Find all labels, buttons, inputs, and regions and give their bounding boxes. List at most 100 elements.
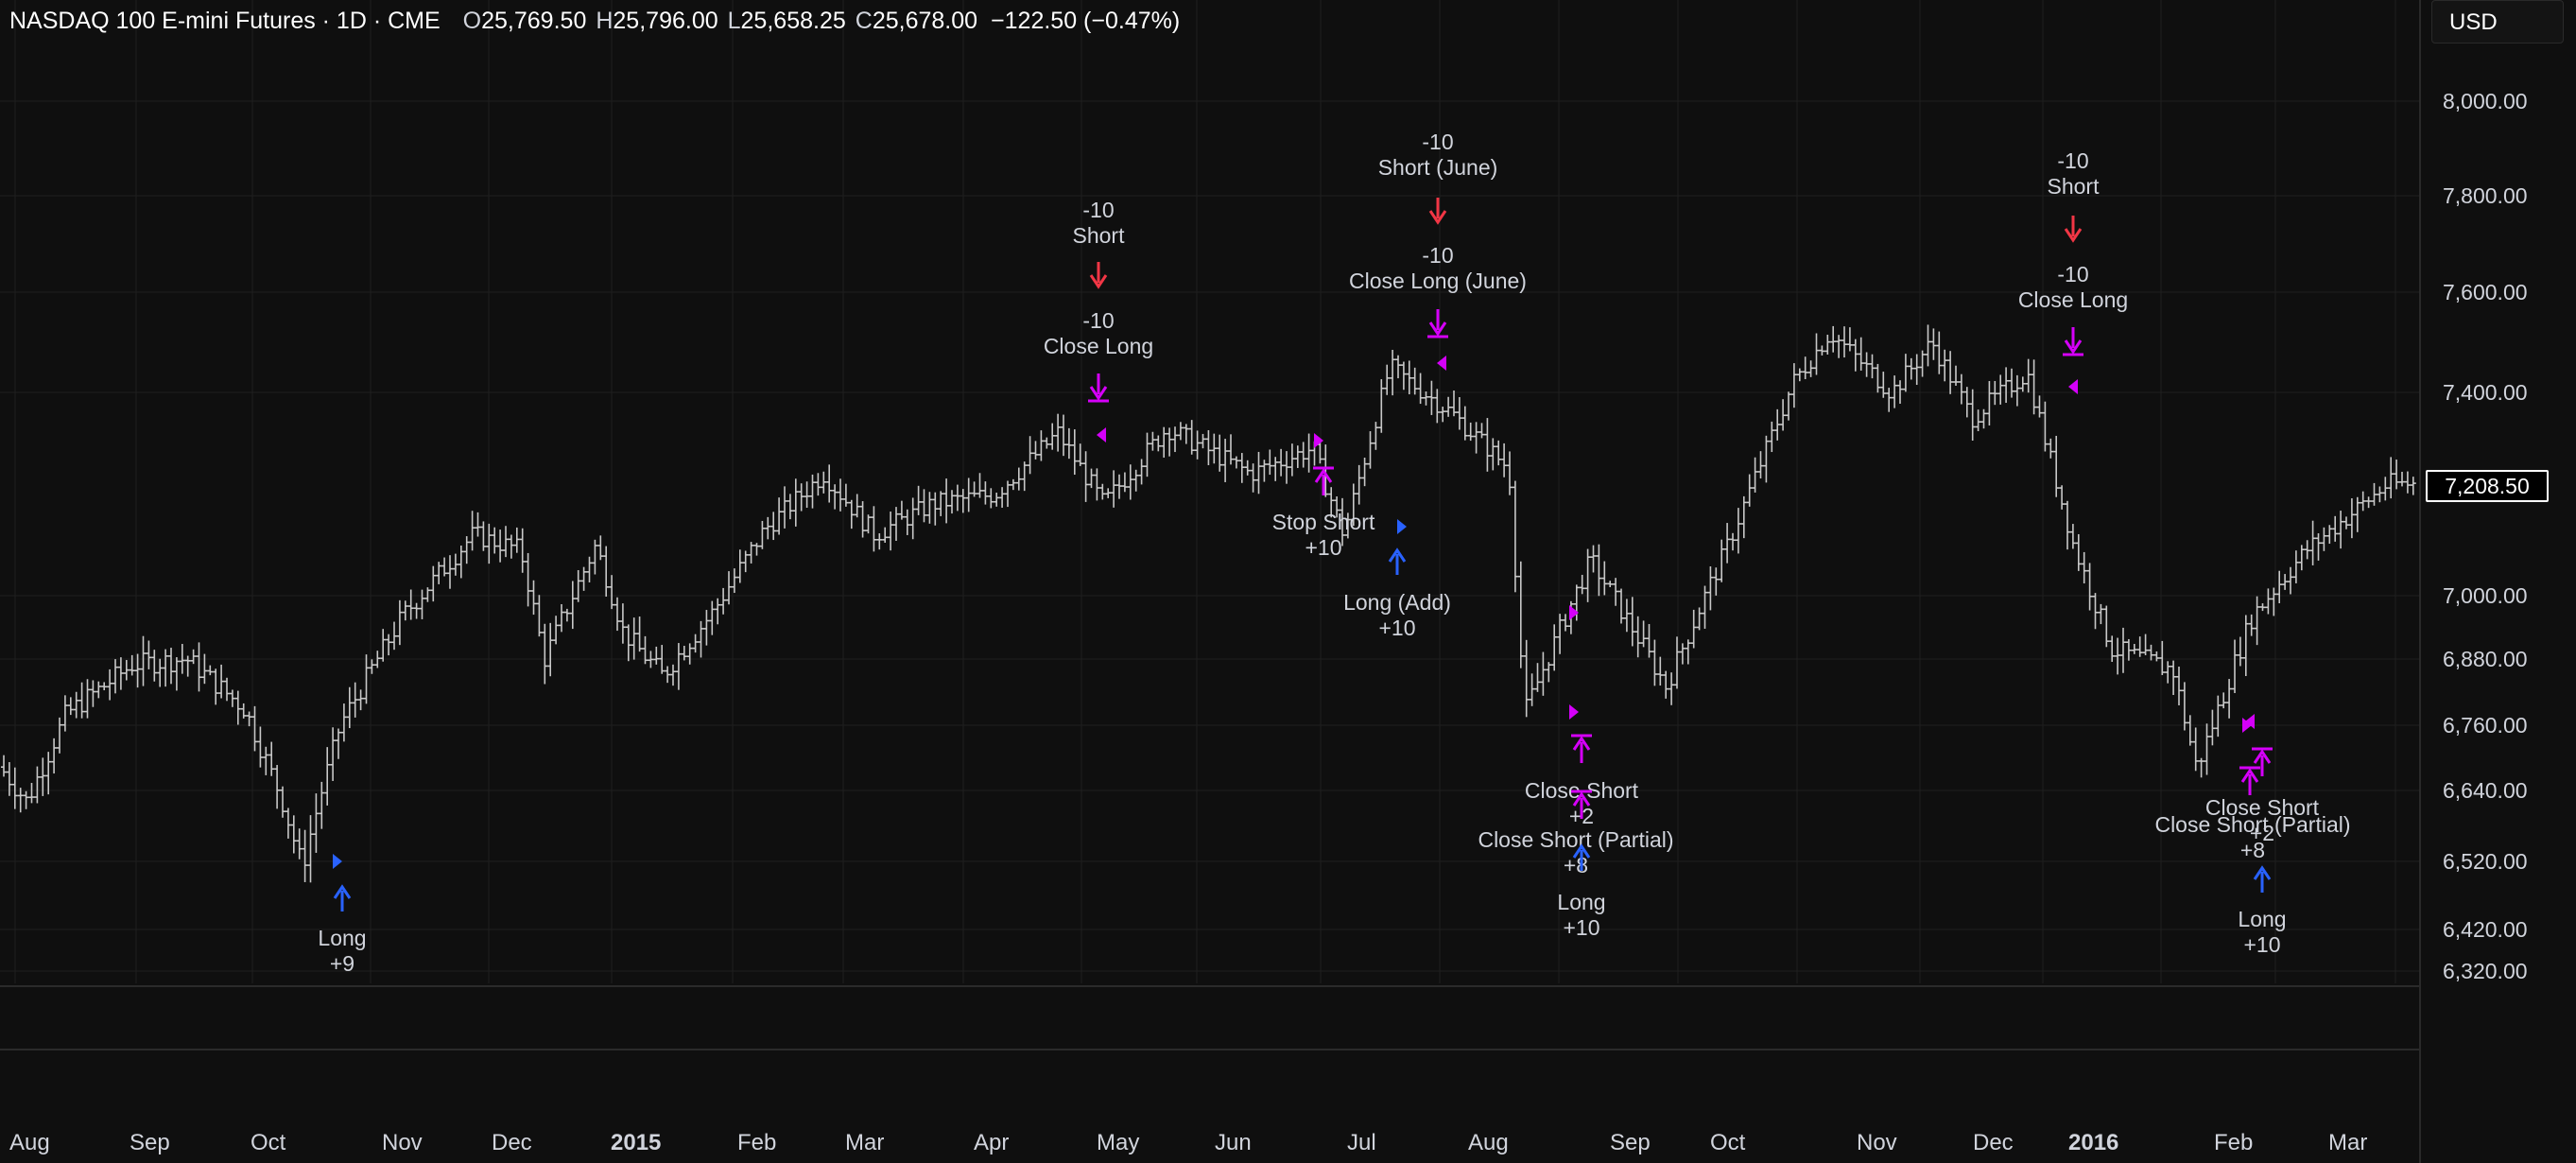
close-label: C [855,8,873,34]
signal-arrow-head [1089,274,1108,289]
signal-label: Close Long [1044,334,1153,358]
time-tick-label: Feb [737,1130,776,1155]
signal-label: Close Long (June) [1349,269,1527,293]
time-axis[interactable]: Aug Sep Oct Nov Dec 2015 Feb Mar Apr May Jun Jul Aug… [9,1130,2367,1155]
fill-marker [2068,379,2078,394]
time-tick-label: Oct [251,1130,286,1155]
time-tick-label: Sep [130,1130,170,1155]
time-tick-label: Mar [2328,1130,2367,1155]
time-tick-label: Dec [492,1130,532,1155]
signal-arrow-head [1572,843,1591,859]
signal-label: Close Short [2205,795,2320,820]
symbol-legend: NASDAQ 100 E-mini Futures · 1D · CME O 25… [9,8,1180,35]
fill-marker [1569,704,1579,720]
low-label: L [727,8,741,34]
price-tick-label: 7,800.00 [2443,183,2528,208]
signal-label: Long [1557,890,1605,914]
fill-marker [1569,605,1579,620]
signal-qty: -10 [2057,262,2088,286]
price-tick-label: 6,880.00 [2443,647,2528,671]
currency-button[interactable]: USD [2431,0,2564,43]
signal-qty: -10 [1422,130,1453,154]
fill-marker [1314,433,1323,448]
signal-qty: +10 [1563,915,1599,940]
signal-arrow-head [1314,468,1333,483]
signal-arrow-head [1572,791,1591,807]
price-tick-label: 6,520.00 [2443,849,2528,874]
signal-label: Short (June) [1378,155,1498,180]
signal-arrow-head [1572,736,1591,751]
signal-qty: -10 [1422,243,1453,268]
signal-qty: +8 [2240,838,2265,862]
price-tick-label: 7,000.00 [2443,583,2528,608]
ohlc-bars [1,324,2416,883]
signal-label: Close Short (Partial) [1478,827,1673,852]
price-tick-label: 7,400.00 [2443,380,2528,405]
last-price-tag: 7,208.50 [2426,470,2549,502]
signal-label: Long [2238,907,2286,931]
signal-arrow-head [2253,865,2272,880]
open-label: O [462,8,482,34]
price-tick-label: 6,760.00 [2443,713,2528,738]
signal-arrow-head [333,884,352,899]
signal-qty: +10 [1378,616,1415,640]
time-tick-label: Mar [845,1130,884,1155]
time-tick-label: Sep [1610,1130,1651,1155]
time-tick-label: Nov [1857,1130,1897,1155]
signal-arrow-head [1428,210,1447,225]
signal-arrow-head [2064,339,2083,355]
time-tick-label: Oct [1710,1130,1746,1155]
signal-arrow-head [2064,228,2083,243]
time-tick-label: Aug [1468,1130,1509,1155]
fill-marker [1437,356,1446,371]
low-value: 25,658.25 [740,8,846,34]
high-value: 25,796.00 [613,8,718,34]
fill-marker [1097,427,1106,443]
time-tick-label: Feb [2214,1130,2253,1155]
price-axis[interactable]: 6,320.00 6,420.00 6,520.00 6,640.00 6,760.00… [2443,89,2528,983]
close-value: 25,678.00 [872,8,978,34]
fill-marker [1397,519,1407,534]
fill-marker [2242,718,2252,733]
signal-label: Short [2048,174,2101,199]
time-tick-label: Nov [382,1130,423,1155]
change-value: −122.50 (−0.47%) [991,8,1181,34]
signal-qty: +9 [330,951,354,976]
signal-qty: -10 [2057,148,2088,173]
signal-label: Long [318,926,366,950]
time-tick-label: Jun [1215,1130,1252,1155]
chart-grid [0,0,2421,1163]
signal-qty: -10 [1082,198,1114,222]
time-tick-label: 2015 [611,1130,661,1155]
time-tick-label: Aug [9,1130,50,1155]
signal-arrow-head [1428,321,1447,337]
price-tick-label: 8,000.00 [2443,89,2528,113]
signal-label: Close Short (Partial) [2154,812,2350,837]
signal-label: Stop Short [1272,510,1375,534]
signal-qty: +10 [2243,932,2280,957]
fill-marker [333,854,342,869]
signal-qty: +10 [1305,535,1341,560]
price-tick-label: 7,600.00 [2443,280,2528,304]
open-value: 25,769.50 [481,8,587,34]
signal-arrow-head [1089,386,1108,401]
signal-label: Close Long [2018,287,2128,312]
time-tick-label: Jul [1347,1130,1376,1155]
signal-arrow-head [2253,749,2272,764]
high-label: H [596,8,614,34]
fill-marker [2245,714,2255,729]
time-tick-label: May [1097,1130,1139,1155]
signal-label: Short [1073,223,1126,248]
time-tick-label: Apr [974,1130,1009,1155]
signal-qty: +2 [2250,821,2274,845]
price-tick-label: 6,420.00 [2443,917,2528,942]
signal-qty: -10 [1082,308,1114,333]
signal-label: Long (Add) [1343,590,1451,615]
price-tick-label: 6,640.00 [2443,778,2528,803]
price-tick-label: 6,320.00 [2443,959,2528,983]
symbol-title[interactable]: NASDAQ 100 E-mini Futures · 1D · CME [9,8,441,34]
signal-arrow-head [2240,768,2259,783]
time-tick-label: 2016 [2068,1130,2118,1155]
